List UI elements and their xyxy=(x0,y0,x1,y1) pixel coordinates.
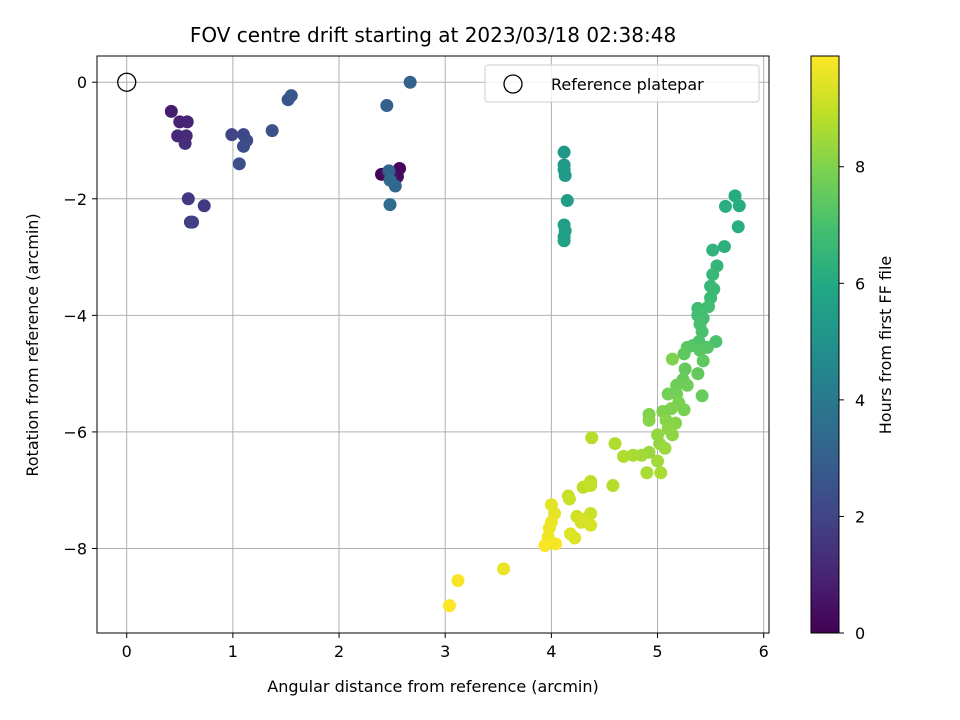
y-axis-label: Rotation from reference (arcmin) xyxy=(23,213,42,476)
data-point xyxy=(380,99,394,113)
data-point xyxy=(585,431,599,445)
data-point xyxy=(626,448,640,462)
data-point xyxy=(403,75,417,89)
data-point xyxy=(383,173,397,187)
data-point xyxy=(658,441,672,455)
data-point xyxy=(232,157,246,171)
data-point xyxy=(383,198,397,212)
data-point xyxy=(442,599,456,613)
x-axis-ticks: 0 1 2 3 4 5 6 xyxy=(122,633,769,661)
data-point xyxy=(180,115,194,129)
data-point xyxy=(665,428,679,442)
plot-frame xyxy=(96,55,770,634)
x-tick-label: 4 xyxy=(546,642,556,661)
colorbar: 0 2 4 6 8 Hours from first FF file xyxy=(810,55,895,643)
y-tick-label: −6 xyxy=(63,423,87,442)
y-axis-ticks: 0 −2 −4 −6 −8 xyxy=(63,73,97,558)
colorbar-tick-label: 8 xyxy=(855,158,865,177)
data-point xyxy=(678,362,692,376)
colorbar-label: Hours from first FF file xyxy=(876,256,895,435)
data-point xyxy=(731,220,745,234)
data-point xyxy=(728,189,742,203)
data-point xyxy=(701,300,715,314)
data-point xyxy=(225,128,239,142)
data-point xyxy=(651,454,665,468)
data-point xyxy=(197,199,211,213)
data-point xyxy=(560,194,574,208)
data-point xyxy=(164,104,178,118)
data-point xyxy=(562,492,576,506)
data-point xyxy=(695,389,709,403)
x-tick-label: 3 xyxy=(440,642,450,661)
x-tick-label: 6 xyxy=(759,642,769,661)
data-point xyxy=(718,199,732,213)
data-point xyxy=(706,243,720,257)
colorbar-tick-label: 4 xyxy=(855,391,865,410)
y-tick-label: 0 xyxy=(77,73,87,92)
data-point xyxy=(265,124,279,138)
data-point xyxy=(696,354,710,368)
y-tick-label: −4 xyxy=(63,306,87,325)
colorbar-tick-label: 2 xyxy=(855,507,865,526)
colorbar-gradient xyxy=(810,55,840,634)
gridlines xyxy=(97,56,769,633)
data-point xyxy=(451,574,465,588)
data-point xyxy=(557,234,571,248)
reference-platepar-marker xyxy=(117,72,137,92)
scatter-points xyxy=(164,75,746,613)
legend-label-reference: Reference platepar xyxy=(551,75,704,94)
data-point xyxy=(557,145,571,159)
legend: Reference platepar xyxy=(484,64,760,103)
data-point xyxy=(538,539,552,553)
y-tick-label: −8 xyxy=(63,539,87,558)
data-point xyxy=(693,343,707,357)
chart-title: FOV centre drift starting at 2023/03/18 … xyxy=(190,23,676,47)
reference-point-group xyxy=(117,72,137,92)
data-point xyxy=(642,413,656,427)
data-point xyxy=(584,479,598,493)
data-point xyxy=(186,215,200,229)
data-point xyxy=(732,199,746,213)
data-point xyxy=(665,352,679,366)
data-point xyxy=(691,367,705,381)
data-point xyxy=(680,378,694,392)
legend-box xyxy=(484,64,760,103)
colorbar-ticks: 0 2 4 6 8 xyxy=(839,158,865,643)
x-tick-label: 1 xyxy=(228,642,238,661)
data-point xyxy=(237,139,251,153)
data-point xyxy=(574,515,588,529)
y-tick-label: −2 xyxy=(63,190,87,209)
data-point xyxy=(677,347,691,361)
data-point xyxy=(695,325,709,339)
data-point xyxy=(606,479,620,493)
colorbar-tick-label: 6 xyxy=(855,274,865,293)
data-point xyxy=(284,89,298,103)
data-point xyxy=(549,537,563,551)
data-point xyxy=(181,192,195,206)
data-point xyxy=(706,268,720,282)
data-point xyxy=(178,136,192,150)
data-point xyxy=(640,466,654,480)
x-tick-label: 0 xyxy=(122,642,132,661)
data-point xyxy=(608,437,622,451)
x-axis-label: Angular distance from reference (arcmin) xyxy=(267,677,598,696)
data-point xyxy=(717,240,731,254)
data-point xyxy=(568,531,582,545)
data-point xyxy=(677,403,691,417)
data-point xyxy=(617,449,631,463)
x-tick-label: 2 xyxy=(334,642,344,661)
colorbar-tick-label: 0 xyxy=(855,624,865,643)
legend-marker-reference xyxy=(503,74,523,94)
data-point xyxy=(654,466,668,480)
data-point xyxy=(661,387,675,401)
x-tick-label: 5 xyxy=(652,642,662,661)
data-point xyxy=(497,562,511,576)
data-point xyxy=(558,168,572,182)
